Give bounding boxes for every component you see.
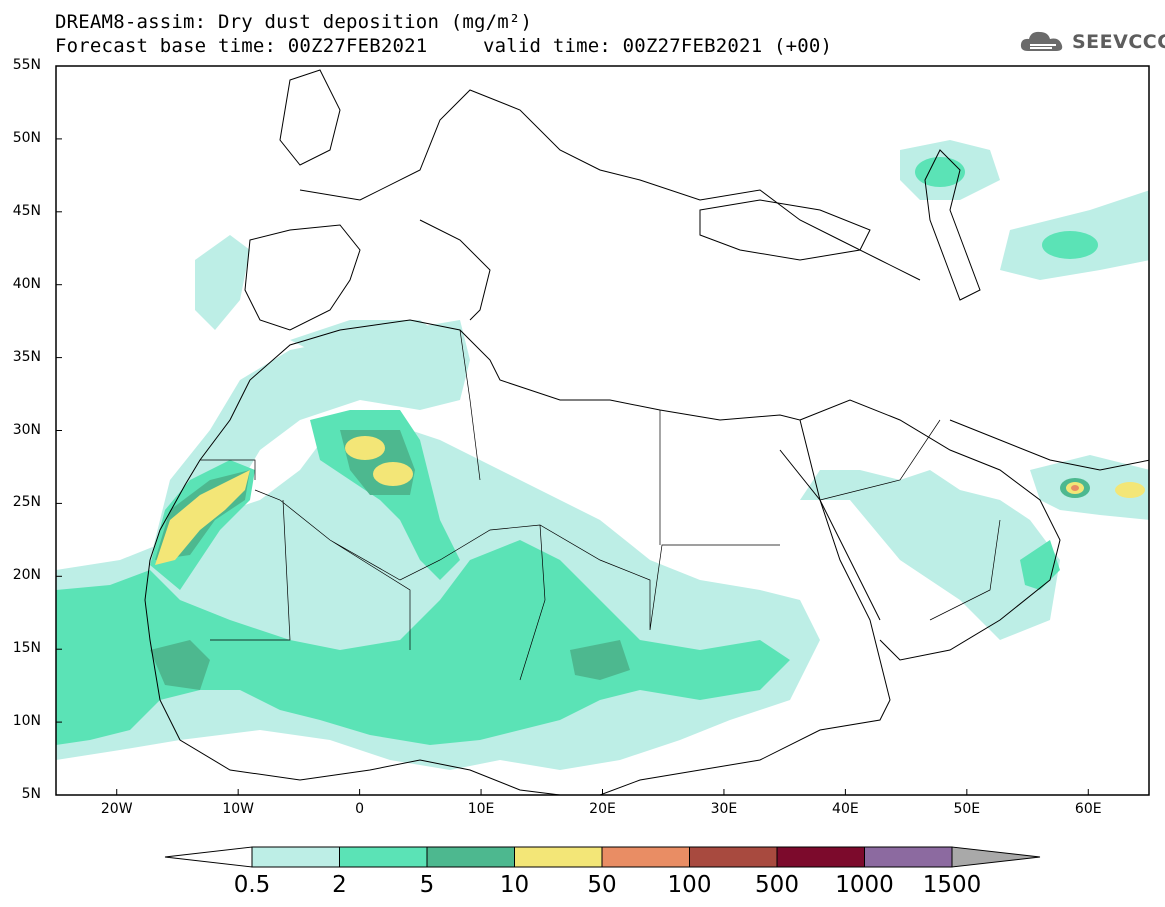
lon-tick-label: 20W	[100, 801, 133, 817]
borders	[200, 329, 1001, 681]
lon-tick-label: 40E	[832, 801, 859, 817]
dust-field	[56, 140, 1149, 770]
caspian-sea	[924, 149, 981, 301]
colorbar-box	[339, 846, 428, 868]
cloud-icon	[1020, 31, 1063, 51]
iran-coast	[949, 419, 1149, 471]
colorbar-box	[251, 846, 340, 868]
lat-tick-label: 25N	[12, 494, 41, 511]
dust-senegal-dark	[150, 640, 210, 690]
arabia-coastline	[799, 399, 1061, 661]
seevccc-logo: SEEVCCC	[1018, 27, 1165, 57]
colorbar-box	[514, 846, 603, 868]
dust-iran-hotspot-c	[1071, 485, 1079, 491]
lat-tick-label: 55N	[12, 57, 41, 73]
britain-coastline	[279, 69, 341, 166]
colorbar-box	[689, 846, 778, 868]
forecast-base-time: Forecast base time: 00Z27FEB2021	[55, 35, 428, 57]
dust-atlantic-light	[195, 235, 250, 330]
dust-hotspot-1	[345, 436, 385, 460]
colorbar-min-arrow	[164, 846, 253, 868]
lon-tick-label: 60E	[1074, 801, 1102, 817]
logo-text: SEEVCCC	[1072, 31, 1165, 53]
colorbar-box	[601, 846, 690, 868]
black-sea	[699, 199, 871, 261]
coastlines	[144, 69, 1149, 795]
red-sea	[779, 449, 881, 621]
valid-time: valid time: 00Z27FEB2021 (+00)	[483, 35, 833, 57]
axis-ticks	[56, 65, 1089, 796]
colorbar-level-label: 2	[332, 872, 347, 898]
dust-hotspot-coast	[155, 470, 250, 565]
lat-tick-label: 5N	[21, 786, 41, 802]
colorbar-box	[426, 846, 515, 868]
europe-coastline	[299, 89, 921, 321]
colorbar-level-label: 50	[587, 872, 617, 898]
dust-uzbek-medium	[1042, 231, 1098, 259]
colorbar-level-label: 0.5	[233, 872, 271, 898]
lat-tick-label: 50N	[12, 129, 41, 146]
colorbar-level-label: 100	[667, 872, 712, 898]
colorbar-box	[776, 846, 865, 868]
lon-tick-label: 10W	[222, 801, 254, 817]
lat-tick-label: 40N	[12, 275, 41, 292]
lat-tick-label: 20N	[12, 567, 41, 584]
dust-med-light	[290, 320, 440, 355]
colorbar	[164, 846, 1041, 868]
lat-tick-label: 15N	[12, 640, 41, 657]
lon-tick-label: 20E	[589, 801, 616, 817]
lon-tick-label: 30E	[710, 801, 738, 817]
lat-tick-label: 45N	[12, 202, 41, 219]
dust-pakistan-hotspot	[1115, 482, 1145, 498]
dust-caspian-medium	[915, 157, 965, 187]
lon-tick-label: 50E	[953, 801, 981, 817]
colorbar-level-label: 5	[419, 872, 435, 898]
dust-arabia-light	[800, 470, 1060, 640]
dust-chad-dark	[570, 640, 630, 680]
lat-tick-label: 10N	[12, 713, 41, 730]
dust-oman-medium	[1020, 540, 1060, 590]
colorbar-max-arrow	[951, 846, 1041, 868]
lon-tick-label: 0	[355, 801, 365, 817]
dust-sahel-medium	[56, 540, 790, 745]
lon-tick-label: 10E	[467, 801, 495, 817]
colorbar-level-label: 1000	[835, 872, 894, 898]
map-title: DREAM8-assim: Dry dust deposition (mg/m²…	[55, 11, 533, 33]
africa-coastline	[144, 319, 891, 795]
border-lines	[200, 329, 1001, 681]
colorbar-level-label: 1500	[922, 872, 982, 898]
lat-tick-label: 30N	[12, 421, 41, 438]
colorbar-level-label: 500	[755, 872, 799, 898]
colorbar-level-label: 10	[499, 872, 530, 898]
iberia-coastline	[244, 224, 361, 331]
lat-tick-label: 35N	[12, 348, 41, 365]
dust-hotspot-2	[373, 462, 413, 486]
colorbar-box	[864, 846, 953, 868]
